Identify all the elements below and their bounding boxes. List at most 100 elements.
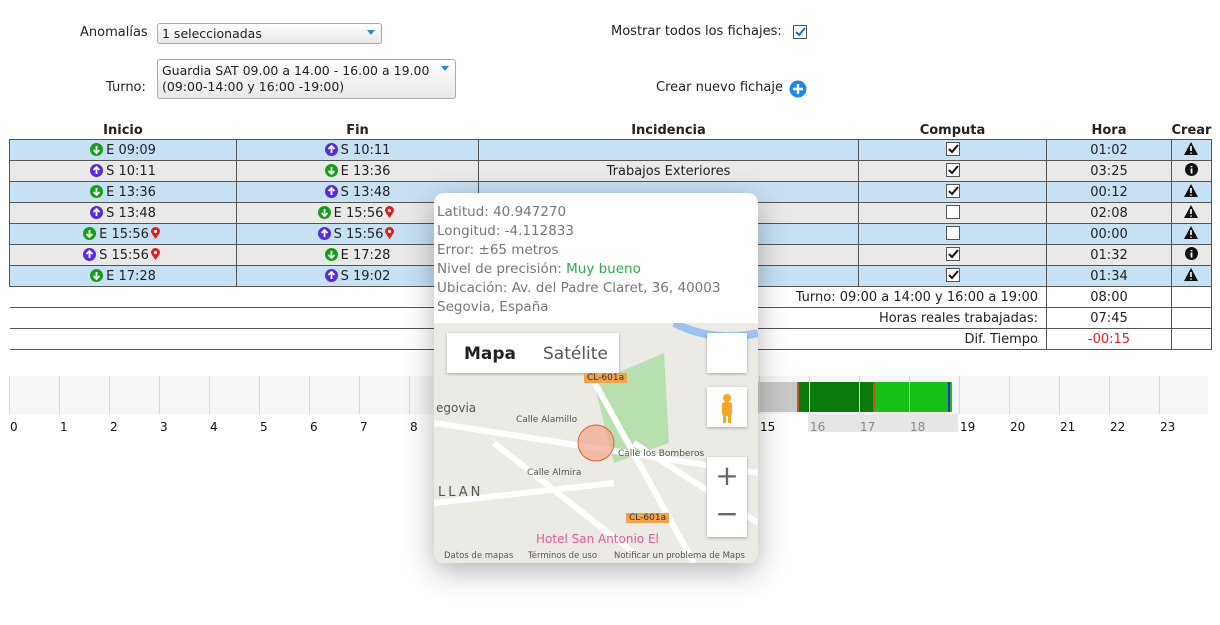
column-header: Crear [1171,122,1212,138]
fin-time: S 19:02 [340,268,391,284]
hour-label: 21 [1060,420,1076,434]
hour-label: 19 [960,420,976,434]
crear-cell [1171,223,1212,245]
computa-checkbox[interactable] [945,184,960,198]
column-header: Inicio [103,122,143,138]
computa-checkbox[interactable] [945,163,960,177]
inicio-cell: S 10:11 [9,160,237,182]
nivel: Nivel de precisión: Muy bueno [437,260,641,279]
hour-label: 2 [110,420,118,434]
fin-cell: E 13:36 [236,160,479,182]
column-header: Incidencia [631,122,706,138]
pegman-button[interactable] [707,387,747,427]
summary-empty [1171,307,1212,329]
anomalias-value: 1 seleccionadas [162,26,262,41]
hour-tick [209,376,210,414]
fin-cell: S 19:02 [236,265,479,287]
hour-label: 7 [360,420,368,434]
inicio-cell: E 09:09 [9,139,237,161]
fichaje-row: E 13:36 S 13:48 00:12 [9,181,1212,203]
incidencia: Trabajos Exteriores [606,163,731,179]
inicio-time: E 13:36 [106,184,156,200]
fin-time: E 13:36 [340,163,391,179]
map-label: Calle Alamillo [516,415,578,425]
crear-cell [1171,202,1212,224]
computa-cell [858,160,1047,182]
fin-time: S 10:11 [340,142,391,158]
hour-tick [359,376,360,414]
hour-label: 17 [860,420,876,434]
fin-cell: S 10:11 [236,139,479,161]
turno-select[interactable]: Guardia SAT 09.00 a 14.00 - 16.00 a 19.0… [157,59,456,99]
computa-checkbox[interactable] [945,268,960,282]
summary-value: 08:00 [1046,286,1172,308]
map-tab[interactable]: Satélite [543,344,608,364]
hora-cell: 03:25 [1046,160,1172,182]
hora-cell: 00:12 [1046,181,1172,203]
anomalias-select[interactable]: 1 seleccionadas [157,23,382,44]
timeline-segment [873,382,952,412]
crear-cell [1171,244,1212,266]
computa-cell [858,202,1047,224]
inicio-cell: E 17:28 [9,265,237,287]
hora-cell: 01:32 [1046,244,1172,266]
map[interactable]: Mapa Satélite + − CL-601a egovia Calle Al… [434,323,758,563]
mostrar-checkbox[interactable] [793,25,807,39]
map-label: LLAN [438,485,484,500]
hora-cell: 01:02 [1046,139,1172,161]
hour-label: 1 [60,420,68,434]
fullscreen-button[interactable] [707,333,747,373]
zoom-buttons[interactable]: + − [707,457,747,537]
turno-label: Turno: [106,80,146,95]
crear-button[interactable] [789,80,807,98]
turno-value: Guardia SAT 09.00 a 14.00 - 16.00 a 19.0… [162,63,430,78]
crear-label: Crear nuevo fichaje [656,80,783,95]
inicio-cell: E 15:56 [9,223,237,245]
computa-checkbox[interactable] [945,226,960,240]
computa-checkbox[interactable] [945,247,960,261]
turno-value: (09:00-14:00 y 16:00 -19:00) [162,79,345,94]
inicio-cell: S 13:48 [9,202,237,224]
hour-label: 16 [810,420,826,434]
location-popup: Latitud: 40.947270 Longitud: -4.112833 E… [434,193,758,563]
hora-cell: 00:00 [1046,223,1172,245]
fichaje-row: E 15:56 S 15:56 00:00 [9,223,1212,245]
map-label: CL-601a [584,373,628,383]
hour-label: 18 [910,420,926,434]
hour-tick [409,376,410,414]
computa-cell [858,181,1047,203]
ubicacion: Ubicación: Av. del Padre Claret, 36, 400… [437,280,721,315]
fin-time: E 17:28 [340,247,391,263]
hour-tick [309,376,310,414]
inicio-time: S 10:11 [106,163,156,179]
inicio-time: S 13:48 [106,205,156,221]
nivel-label: Nivel de precisión: [437,261,562,277]
computa-checkbox[interactable] [945,142,960,156]
crear-cell [1171,181,1212,203]
crear-cell [1171,265,1212,287]
timeline-shade [808,414,958,432]
hour-tick [809,376,810,414]
hour-label: 8 [410,420,418,434]
map-tab[interactable]: Mapa [464,344,517,364]
map-footer[interactable]: Notificar un problema de Maps [614,551,745,561]
map-type [447,333,619,373]
inicio-time: E 09:09 [106,142,156,158]
inicio-time: E 17:28 [106,268,156,284]
error: Error: ±65 metros [437,242,559,258]
hour-label: 0 [10,420,18,434]
incidencia-cell [478,139,859,161]
hour-tick [1059,376,1060,414]
map-footer[interactable]: Términos de uso [528,551,598,561]
fin-time: S 13:48 [340,184,391,200]
hour-tick [759,376,760,414]
hour-label: 23 [1160,420,1176,434]
nivel-value: Muy bueno [566,261,641,277]
map-footer[interactable]: Datos de mapas [444,551,514,561]
mostrar-label: Mostrar todos los fichajes: [611,24,782,39]
hour-label: 22 [1110,420,1126,434]
hour-label: 6 [310,420,318,434]
lon: Longitud: -4.112833 [437,223,574,239]
computa-checkbox[interactable] [945,205,960,219]
timeline-segment [797,382,875,412]
